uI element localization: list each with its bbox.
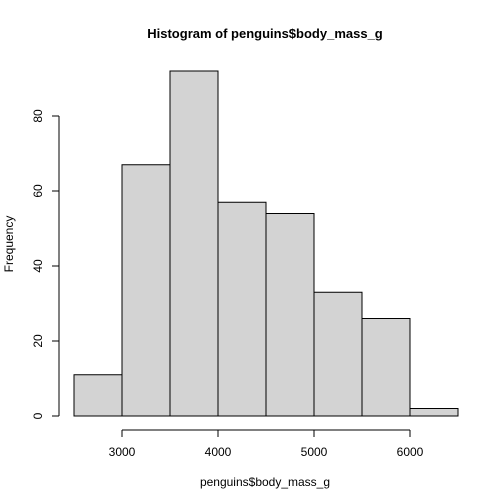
y-tick-label: 20 xyxy=(31,334,45,348)
x-axis-label: penguins$body_mass_g xyxy=(200,475,330,489)
histogram-bar xyxy=(409,408,459,417)
y-tick-label: 80 xyxy=(31,109,45,123)
y-tick-label: 40 xyxy=(31,259,45,273)
histogram-bar xyxy=(361,318,411,417)
x-tick-label: 4000 xyxy=(205,445,232,459)
x-tick-label: 5000 xyxy=(301,445,328,459)
y-tick-label: 60 xyxy=(31,184,45,198)
histogram-bar xyxy=(217,201,267,417)
y-axis: 0 20 40 60 80 xyxy=(31,109,60,419)
histogram-bar xyxy=(265,213,315,417)
x-axis: 3000 4000 5000 6000 xyxy=(109,429,424,459)
histogram-bar xyxy=(169,70,219,417)
histogram-bar xyxy=(313,291,363,417)
x-tick-label: 6000 xyxy=(397,445,424,459)
chart-title: Histogram of penguins$body_mass_g xyxy=(147,26,383,41)
histogram-bar xyxy=(121,164,171,417)
histogram-bar xyxy=(73,374,123,417)
bars-group xyxy=(73,70,459,417)
y-tick-label: 0 xyxy=(31,412,45,419)
x-tick-label: 3000 xyxy=(109,445,136,459)
y-axis-label: Frequency xyxy=(2,216,16,273)
